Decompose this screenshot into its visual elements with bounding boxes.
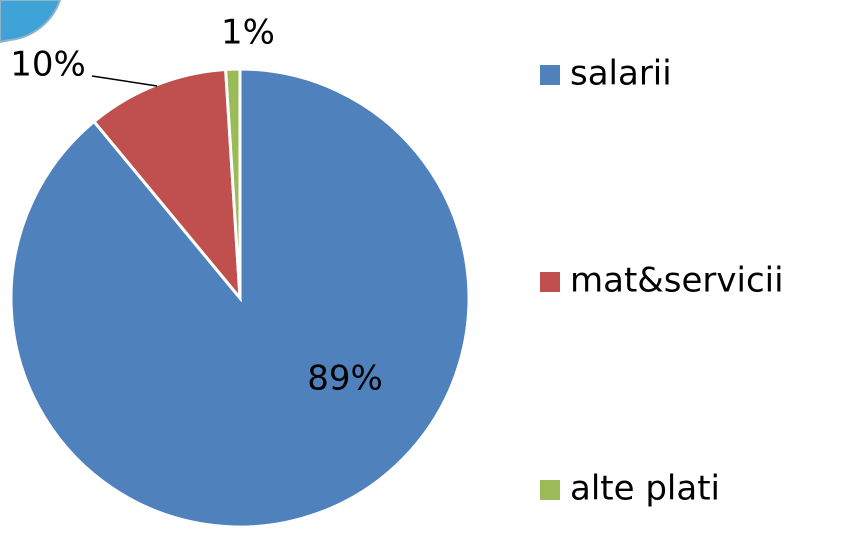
data-label: 1% — [221, 13, 275, 53]
leader-line — [91, 75, 158, 87]
legend-label: mat&servicii — [570, 261, 784, 301]
data-label: 10% — [10, 45, 86, 85]
logo-fragment — [0, 0, 62, 44]
legend-marker — [540, 65, 560, 85]
legend-label: alte plati — [570, 469, 720, 509]
legend-marker — [540, 272, 560, 292]
legend-marker — [540, 480, 560, 500]
legend-label: salarii — [570, 54, 672, 94]
data-label: 89% — [307, 359, 383, 399]
pie-slice — [224, 67, 242, 299]
